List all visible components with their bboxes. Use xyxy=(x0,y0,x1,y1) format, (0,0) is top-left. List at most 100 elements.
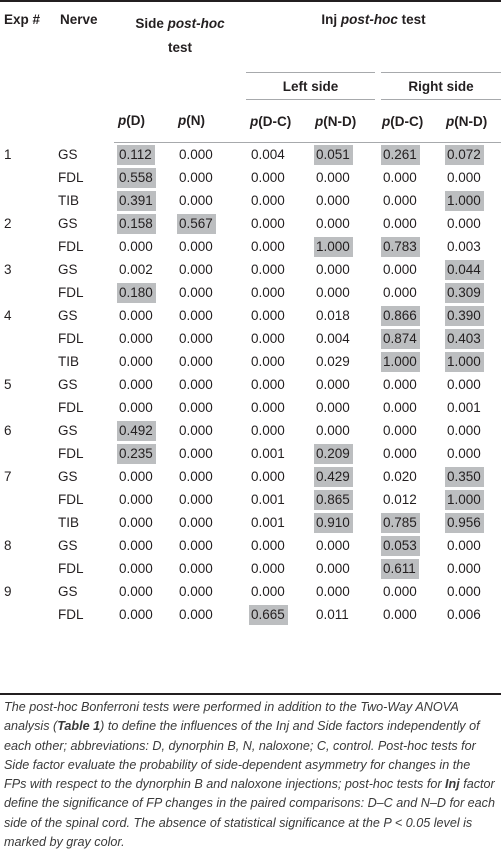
nonsignificant-value: 0.044 xyxy=(445,259,484,280)
p-value-cell: 0.000 xyxy=(311,189,378,212)
p-value: 0.000 xyxy=(251,238,285,254)
p-value: 0.029 xyxy=(316,353,350,369)
p-value: 0.000 xyxy=(179,307,213,323)
table-row: 9 GS 0.000 0.000 0.000 0.000 0.000 0.000 xyxy=(0,580,501,603)
header-pcol: p(D-C) xyxy=(246,99,312,143)
p-value-cell: 0.000 xyxy=(311,166,378,189)
p-value-cell: 0.350 xyxy=(442,465,501,488)
p-value-cell: 0.665 xyxy=(246,603,311,626)
table-row: FDL 0.000 0.000 0.000 0.000 0.000 0.001 xyxy=(0,396,501,419)
nonsignificant-value: 0.390 xyxy=(445,305,484,326)
exp-cell xyxy=(0,603,56,626)
p-value: 0.000 xyxy=(119,238,153,254)
exp-cell xyxy=(0,166,56,189)
p-value: 0.000 xyxy=(119,491,153,507)
results-table: Exp # Nerve Side post-hoc test Inj post-… xyxy=(0,1,501,626)
p-value: 0.000 xyxy=(383,606,417,622)
p-value-cell: 0.000 xyxy=(174,281,246,304)
nonsignificant-value: 0.429 xyxy=(314,466,353,487)
p-value-cell: 0.000 xyxy=(378,189,442,212)
p-value-cell: 0.020 xyxy=(378,465,442,488)
p-value-cell: 0.072 xyxy=(442,143,501,167)
p-value-cell: 0.000 xyxy=(114,465,174,488)
p-value: 0.001 xyxy=(251,514,285,530)
p-value-cell: 0.000 xyxy=(114,327,174,350)
p-value-cell: 0.000 xyxy=(174,465,246,488)
nonsignificant-value: 1.000 xyxy=(445,351,484,372)
exp-cell xyxy=(0,396,56,419)
p-value: 0.000 xyxy=(119,560,153,576)
p-value: 0.000 xyxy=(179,353,213,369)
p-value: 0.000 xyxy=(179,422,213,438)
nerve-cell: FDL xyxy=(58,285,84,300)
table-row: FDL 0.000 0.000 0.000 1.000 0.783 0.003 xyxy=(0,235,501,258)
p-value: 0.000 xyxy=(447,169,481,185)
p-value-cell: 0.866 xyxy=(378,304,442,327)
nonsignificant-value: 1.000 xyxy=(445,190,484,211)
p-value-cell: 0.000 xyxy=(174,304,246,327)
exp-cell xyxy=(0,350,56,373)
table-row: 7 GS 0.000 0.000 0.000 0.429 0.020 0.350 xyxy=(0,465,501,488)
p-value: 0.000 xyxy=(119,583,153,599)
p-value-cell: 0.000 xyxy=(246,557,311,580)
exp-cell xyxy=(0,327,56,350)
p-value-cell: 0.000 xyxy=(246,534,311,557)
nonsignificant-value: 0.350 xyxy=(445,466,484,487)
table-row: 1 GS 0.112 0.000 0.004 0.051 0.261 0.072 xyxy=(0,143,501,167)
p-value: 0.000 xyxy=(316,560,350,576)
nonsignificant-value: 0.072 xyxy=(445,144,484,165)
p-value-cell: 0.000 xyxy=(311,373,378,396)
p-value: 0.000 xyxy=(251,422,285,438)
table-row: 4 GS 0.000 0.000 0.000 0.018 0.866 0.390 xyxy=(0,304,501,327)
exp-cell xyxy=(0,557,56,580)
p-value-cell: 0.011 xyxy=(311,603,378,626)
nonsignificant-value: 1.000 xyxy=(381,351,420,372)
header-inj-posthoc: Inj post-hoc test xyxy=(246,1,501,73)
p-value-cell: 0.235 xyxy=(114,442,174,465)
p-value-cell: 0.000 xyxy=(311,281,378,304)
p-value-cell: 0.000 xyxy=(246,281,311,304)
p-value-cell: 0.000 xyxy=(378,580,442,603)
p-value-cell: 0.000 xyxy=(378,396,442,419)
header-pcol: p(D-C) xyxy=(378,99,443,143)
p-value: 0.000 xyxy=(179,514,213,530)
p-value-cell: 0.000 xyxy=(246,166,311,189)
p-value-cell: 0.000 xyxy=(174,327,246,350)
nerve-cell: GS xyxy=(58,262,78,277)
p-value: 0.000 xyxy=(179,583,213,599)
p-value: 0.000 xyxy=(383,399,417,415)
p-value: 0.000 xyxy=(447,560,481,576)
p-value-cell: 0.000 xyxy=(246,304,311,327)
p-value-cell: 0.000 xyxy=(114,603,174,626)
p-value: 0.011 xyxy=(316,606,349,622)
p-value-cell: 0.012 xyxy=(378,488,442,511)
p-value-cell: 0.112 xyxy=(114,143,174,167)
p-value-cell: 0.000 xyxy=(246,350,311,373)
p-value-cell: 0.000 xyxy=(246,373,311,396)
nonsignificant-value: 0.910 xyxy=(314,512,353,533)
p-value-cell: 0.000 xyxy=(114,396,174,419)
p-value-cell: 0.000 xyxy=(174,580,246,603)
p-value-cell: 0.018 xyxy=(311,304,378,327)
exp-cell: 7 xyxy=(4,469,12,484)
p-value: 0.000 xyxy=(447,583,481,599)
p-value: 0.000 xyxy=(447,215,481,231)
p-value-cell: 0.158 xyxy=(114,212,174,235)
p-value: 0.000 xyxy=(119,514,153,530)
p-value-cell: 0.000 xyxy=(442,166,501,189)
p-value-cell: 0.865 xyxy=(311,488,378,511)
p-value-cell: 0.001 xyxy=(442,396,501,419)
nonsignificant-value: 0.785 xyxy=(381,512,420,533)
table-row: 8 GS 0.000 0.000 0.000 0.000 0.053 0.000 xyxy=(0,534,501,557)
p-value-cell: 0.000 xyxy=(378,442,442,465)
nonsignificant-value: 0.180 xyxy=(117,282,156,303)
p-value-cell: 0.429 xyxy=(311,465,378,488)
p-value-cell: 0.611 xyxy=(378,557,442,580)
p-value-cell: 0.000 xyxy=(378,258,442,281)
nerve-cell: FDL xyxy=(58,170,84,185)
nerve-cell: TIB xyxy=(58,193,80,208)
p-value-cell: 1.000 xyxy=(442,350,501,373)
p-value-cell: 0.001 xyxy=(246,442,311,465)
p-value-cell: 0.003 xyxy=(442,235,501,258)
